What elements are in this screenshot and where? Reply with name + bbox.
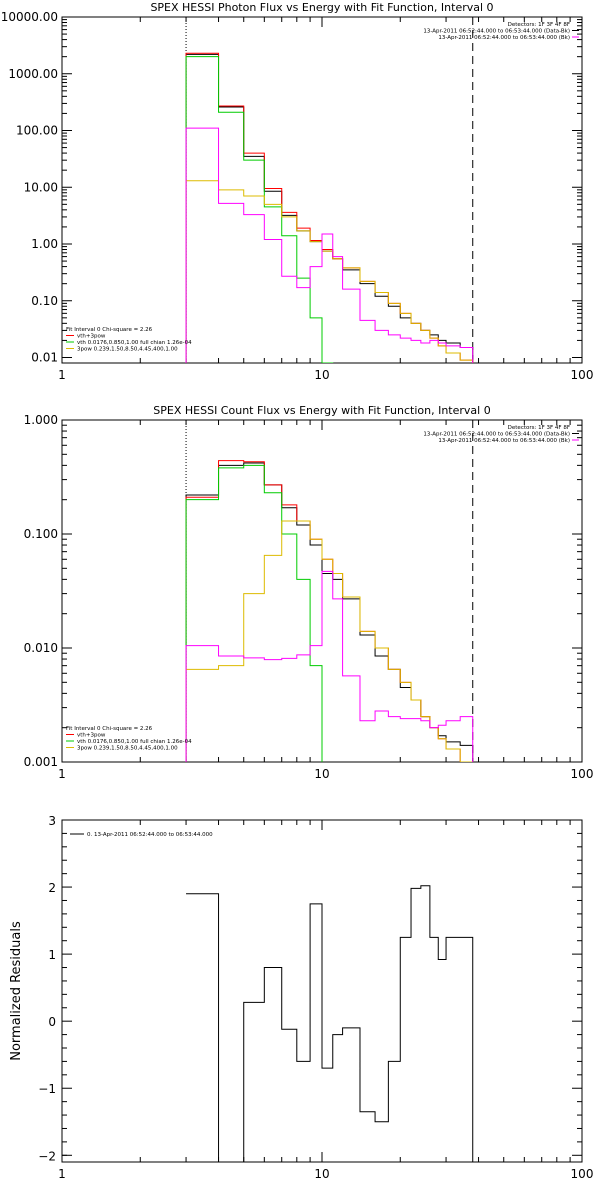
y-tick-label: 0.001	[24, 755, 58, 769]
series-3-line	[185, 180, 474, 363]
legend-fit-text: vth 0.0176,0.850,1.00 full chian 1.26e-0…	[77, 340, 192, 346]
y-tick-label: 1000.00	[8, 67, 58, 81]
x-tick-label: 100	[571, 1167, 594, 1181]
chart-title: SPEX HESSI Count Flux vs Energy with Fit…	[153, 404, 490, 417]
series-3-line	[185, 520, 474, 762]
legend-fit-text: Fit Interval 0 Chi-square = 2.26	[66, 726, 153, 732]
y-tick-label: 0.100	[24, 527, 58, 541]
x-tick-label: 100	[571, 767, 594, 781]
series-2-line	[185, 464, 323, 762]
y-tick-label: 1	[48, 948, 56, 962]
x-tick-label: 100	[571, 368, 594, 382]
y-tick-label: 3	[48, 814, 56, 828]
x-tick-label: 1	[58, 368, 66, 382]
legend-top-right-text: 13-Apr-2011 06:52:44.000 to 06:53:44.000…	[438, 438, 570, 444]
y-tick-label: 100.00	[16, 124, 58, 138]
legend-top-right-text: Detectors: 1F 3F 4F 8F	[508, 22, 570, 28]
legend-fit-text: vth+3pow	[77, 733, 106, 739]
legend-fit-text: vth 0.0176,0.850,1.00 full chian 1.26e-0…	[77, 739, 192, 745]
y-axis-label: Normalized Residuals	[9, 921, 24, 1061]
x-tick-label: 10	[314, 1167, 329, 1181]
series-0-line	[186, 885, 474, 1162]
legend-fit-text: vth+3pow	[77, 334, 106, 340]
x-tick-label: 1	[58, 767, 66, 781]
legend-fit-text: 3pow 0.239,1.50,8.50,4.45,400,1.00	[77, 746, 178, 752]
chart-title: SPEX HESSI Photon Flux vs Energy with Fi…	[150, 1, 493, 14]
legend-top-right-text: 13-Apr-2011 06:52:44.000 to 06:53:44.000…	[423, 29, 570, 35]
series-2-line	[185, 56, 334, 363]
y-tick-label: 10000.00	[1, 10, 58, 24]
x-tick-label: 10	[314, 767, 329, 781]
series-1-line	[185, 460, 474, 762]
plot-0: SPEX HESSI Photon Flux vs Energy with Fi…	[1, 1, 594, 382]
series-4-line	[185, 570, 474, 762]
y-tick-label: 0	[48, 1015, 56, 1029]
y-tick-label: 0.010	[24, 641, 58, 655]
legend-top-left-text: 0. 13-Apr-2011 06:52:44.000 to 06:53:44.…	[87, 832, 213, 838]
y-tick-label: 0.01	[31, 351, 58, 365]
legend-top-right-text: 13-Apr-2011 06:52:44.000 to 06:53:44.000…	[423, 432, 570, 438]
legend-top-right-text: 13-Apr-2011 06:52:44.000 to 06:53:44.000…	[438, 35, 570, 41]
plot-2: 1 10 100 −2 −1 0 1 2 3 Normalized Residuals 0. 13-…	[9, 814, 594, 1181]
series-0-line	[185, 462, 474, 762]
y-tick-label: −2	[38, 1149, 56, 1163]
y-tick-label: 1.000	[24, 413, 58, 427]
legend-top-right-text: Detectors: 1F 3F 4F 8F	[508, 425, 570, 431]
y-tick-label: 2	[48, 881, 56, 895]
legend-fit-text: 3pow 0.239,1.50,8.50,4.45,400,1.00	[77, 347, 178, 353]
legend-fit-text: Fit Interval 0 Chi-square = 2.26	[66, 327, 153, 333]
y-tick-label: 0.10	[31, 294, 58, 308]
series-4-line	[185, 127, 474, 363]
y-tick-label: 1.00	[31, 237, 58, 251]
plot-1: SPEX HESSI Count Flux vs Energy with Fit…	[24, 404, 594, 781]
plot-frame	[61, 16, 583, 364]
y-tick-label: 10.00	[24, 180, 58, 194]
x-tick-label: 10	[314, 368, 329, 382]
y-tick-label: −1	[38, 1082, 56, 1096]
x-tick-label: 1	[58, 1167, 66, 1181]
